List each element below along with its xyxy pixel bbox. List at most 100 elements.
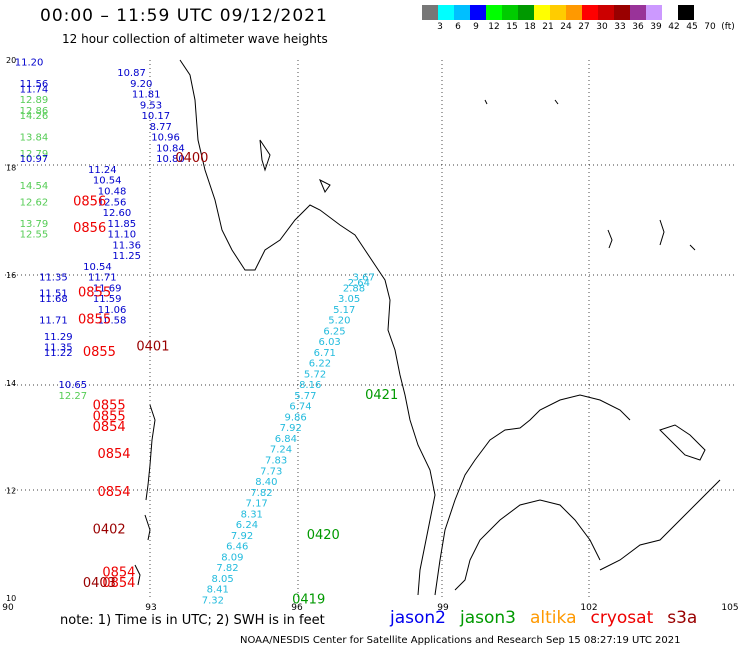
swh-value: 7.73: [260, 466, 282, 477]
pass-time-label: 0855: [78, 286, 111, 301]
scale-swatch: [678, 5, 694, 20]
swh-value: 10.87: [117, 68, 146, 79]
swh-value: 13.79: [20, 219, 49, 230]
swh-value: 7.24: [270, 445, 292, 456]
scale-swatch: [630, 5, 646, 20]
swh-value: 6.25: [323, 326, 345, 337]
x-tick-label: 102: [580, 603, 597, 613]
swh-value: 5.17: [333, 305, 355, 316]
swh-value: 7.32: [202, 595, 224, 606]
swh-value: 11.25: [112, 251, 141, 262]
pass-time-label: 0855: [93, 409, 126, 424]
y-tick-label: 12: [6, 486, 16, 495]
scale-swatch: [550, 5, 566, 20]
swh-value: 7.82: [250, 488, 272, 499]
swh-value: 10.58: [98, 316, 127, 327]
swh-value: 11.85: [107, 219, 136, 230]
map-title: 00:00 – 11:59 UTC 09/12/2021: [40, 6, 328, 26]
swh-value: 12.55: [20, 230, 49, 241]
swh-value: 11.35: [44, 343, 73, 354]
altimeter-tracks: 10.879.2011.819.5310.178.7710.9610.8410.…: [83, 68, 185, 326]
satellite-legend-item: altika: [530, 608, 577, 628]
scale-swatch: [614, 5, 630, 20]
scale-label: 3: [437, 22, 443, 32]
satellite-legend-item: cryosat: [590, 608, 654, 628]
scale-label: 15: [506, 22, 518, 32]
swh-value: 10.96: [151, 133, 180, 144]
pass-time-label: 0420: [307, 528, 340, 543]
scale-swatch: [534, 5, 550, 20]
satellite-legend: jason2 jason3 altika cryosat s3a: [390, 608, 711, 628]
swh-value: 11.22: [44, 348, 73, 359]
scale-label: 70: [704, 22, 716, 32]
x-tick-label: 93: [145, 603, 156, 613]
swh-value: 11.56: [20, 79, 49, 90]
swh-value: 11.81: [132, 90, 161, 101]
y-tick-label: 20: [6, 56, 16, 65]
swh-value: 7.17: [246, 499, 268, 510]
swh-value: 10.80: [156, 154, 185, 165]
scale-label: 18: [524, 22, 536, 32]
y-tick-label: 14: [6, 379, 16, 388]
pass-time-label: 0403: [83, 576, 116, 591]
axis-labels: 90 93 96 99 102 105 10 12 14 16 18 20: [2, 56, 738, 613]
swh-value: 11.24: [88, 165, 117, 176]
swh-value: 8.41: [207, 585, 229, 596]
swh-value: 6.24: [236, 520, 258, 531]
y-tick-label: 18: [6, 164, 16, 173]
swh-value: 3.05: [338, 294, 360, 305]
pass-time-label: 0856: [73, 221, 106, 236]
swh-value: 11.36: [112, 240, 141, 251]
pass-time-label: 0421: [365, 388, 398, 403]
scale-swatch: [502, 5, 518, 20]
scale-swatch: [470, 5, 486, 20]
pass-time-label: 0854: [97, 485, 130, 500]
scale-label: 33: [614, 22, 626, 32]
scale-swatch: [454, 5, 470, 20]
pass-time-label: 0401: [136, 340, 169, 355]
swh-value: 8.09: [221, 552, 243, 563]
swh-value: 12.79: [20, 149, 49, 160]
scale-swatch: [598, 5, 614, 20]
pass-time-label: 0854: [102, 576, 135, 591]
swh-value: 7.92: [231, 531, 253, 542]
swh-value: 7.83: [265, 456, 287, 467]
scale-swatch: [646, 5, 662, 20]
swh-value: 8.31: [241, 509, 263, 520]
swh-value: 12.86: [20, 106, 49, 117]
swh-value: 10.17: [142, 111, 171, 122]
swh-value: 11.10: [107, 230, 136, 241]
scale-swatch: [422, 5, 438, 20]
y-tick-label: 10: [6, 594, 16, 603]
swh-value: 11.35: [39, 273, 68, 284]
swh-value: 13.84: [20, 133, 49, 144]
swh-value: 11.68: [39, 294, 68, 305]
swh-value: 12.27: [59, 391, 88, 402]
scale-label: 45: [686, 22, 698, 32]
y-tick-label: 16: [6, 271, 16, 280]
swh-value: 8.77: [150, 122, 172, 133]
scale-label: 6: [455, 22, 461, 32]
swh-value: 8.05: [211, 574, 233, 585]
swh-value: 14.54: [20, 181, 49, 192]
pass-time-label: 0855: [78, 313, 111, 328]
swh-value: 5.72: [304, 369, 326, 380]
swh-value: 5.20: [328, 316, 350, 327]
x-tick-label: 96: [291, 603, 303, 613]
pass-time-labels: 0400085608560855085504010855042108550855…: [73, 151, 398, 607]
scale-label: 36: [632, 22, 644, 32]
swh-value: 10.84: [156, 143, 185, 154]
swh-value: 12.56: [98, 197, 127, 208]
credit-line: NOAA/NESDIS Center for Satellite Applica…: [240, 635, 681, 646]
scale-label: (ft): [721, 22, 735, 32]
pass-time-label: 0856: [73, 194, 106, 209]
scale-swatch: [662, 5, 678, 20]
swh-value: 9.86: [284, 412, 306, 423]
swh-value: 11.74: [20, 84, 49, 95]
pass-time-label: 0854: [97, 447, 130, 462]
swh-value: 11.71: [88, 273, 117, 284]
swh-value: 7.82: [216, 563, 238, 574]
swh-value: 8.16: [299, 380, 321, 391]
